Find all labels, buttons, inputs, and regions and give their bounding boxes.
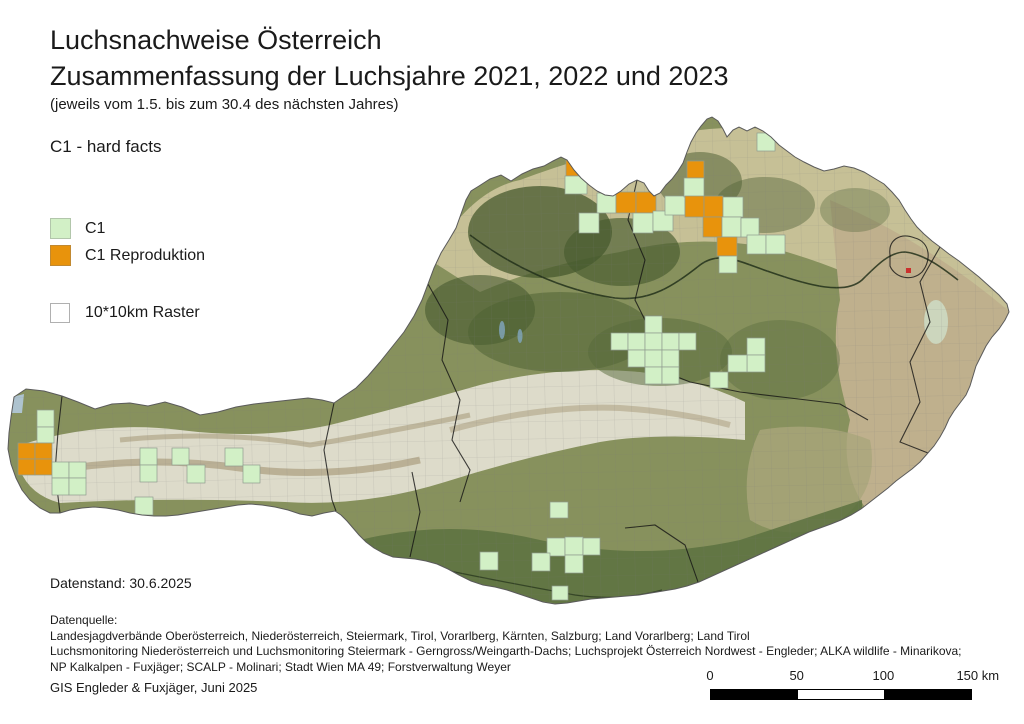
cell-c1 [564, 554, 584, 574]
cell-c1-reproduktion [615, 191, 637, 214]
scale-bar-segment [711, 690, 798, 699]
raster-grid [8, 117, 1009, 604]
cell-c1-reproduktion [565, 158, 587, 177]
scale-bar-graphic [710, 689, 972, 700]
cell-c1 [661, 349, 680, 368]
cell-c1 [652, 210, 674, 232]
scale-bar-tick: 0 [706, 668, 714, 683]
cell-c1 [242, 464, 261, 484]
cell-c1-reproduktion [703, 195, 724, 218]
cell-c1 [36, 409, 55, 428]
scale-bar-tick: 150 km [956, 668, 1000, 683]
cell-c1-reproduktion [702, 216, 723, 238]
data-sources-line: Luchsmonitoring Niederösterreich und Luc… [50, 644, 962, 658]
cell-c1-reproduktion [686, 160, 705, 179]
cell-c1 [68, 461, 87, 479]
data-sources: Datenquelle: Landesjagdverbände Oberöste… [50, 613, 962, 675]
cell-c1 [722, 196, 744, 218]
cell-c1 [627, 332, 646, 351]
cell-c1 [644, 349, 663, 368]
scale-bar-tick: 50 [789, 668, 804, 683]
cell-c1 [582, 537, 601, 556]
scale-bar-segment [884, 690, 971, 699]
cell-c1 [51, 461, 70, 479]
legend-item-c1: C1 [50, 215, 205, 242]
cell-c1-reproduktion [716, 236, 738, 257]
data-sources-line: Landesjagdverbände Oberösterreich, Niede… [50, 628, 750, 643]
cell-c1 [661, 366, 680, 385]
cell-c1 [746, 234, 767, 255]
cell-c1 [578, 212, 600, 234]
cell-c1 [727, 354, 748, 373]
cell-c1 [564, 175, 588, 195]
cell-c1 [186, 464, 206, 484]
legend: C1 C1 Reproduktion [50, 215, 205, 269]
scale-bar: 0 50 100 150 km [706, 668, 999, 710]
cell-c1 [68, 477, 87, 496]
cell-c1 [36, 426, 55, 444]
cell-c1-reproduktion [34, 458, 53, 476]
cell-c1 [644, 332, 663, 351]
cell-c1-reproduktion [17, 458, 36, 476]
cell-c1 [627, 349, 646, 368]
cell-c1 [709, 371, 729, 389]
basemap [8, 117, 1009, 604]
legend-item-label: C1 Reproduktion [85, 246, 206, 264]
scale-bar-segment [797, 690, 885, 699]
legend-item-c1-reproduktion: C1 Reproduktion [50, 242, 205, 269]
cell-c1-reproduktion [684, 195, 705, 218]
cell-c1 [721, 216, 742, 238]
credit: GIS Engleder & Fuxjäger, Juni 2025 [50, 680, 258, 695]
cell-c1 [564, 536, 584, 556]
cell-c1-reproduktion [34, 442, 53, 460]
category-label: C1 - hard facts [50, 137, 162, 156]
cell-c1 [551, 585, 569, 601]
cell-c1 [171, 447, 190, 466]
title-line-2: Zusammenfassung der Luchsjahre 2021, 202… [50, 61, 729, 91]
cell-c1 [765, 234, 786, 255]
cell-c1 [644, 315, 663, 334]
subtitle: (jeweils vom 1.5. bis zum 30.4 des nächs… [50, 96, 399, 113]
raster-swatch [50, 303, 70, 323]
legend-item-label: 10*10km Raster [85, 304, 200, 321]
city-marker [906, 268, 911, 273]
cell-c1 [632, 212, 654, 234]
title-line-1: Luchsnachweise Österreich [50, 25, 382, 55]
cell-c1 [718, 255, 738, 274]
cell-c1 [224, 447, 244, 467]
cell-c1 [746, 354, 766, 373]
c1-reproduktion-swatch [50, 245, 71, 266]
cell-c1 [51, 477, 70, 496]
cell-c1 [139, 464, 158, 483]
cell-c1 [661, 332, 680, 351]
data-sources-line: NP Kalkalpen - Fuxjäger; SCALP - Molinar… [50, 659, 511, 674]
cell-c1 [139, 447, 158, 466]
province-borders [54, 179, 941, 583]
legend-item-raster: 10*10km Raster [50, 303, 200, 323]
lynx-cells-layer [17, 132, 786, 601]
cell-c1 [664, 195, 686, 216]
c1-swatch [50, 218, 71, 239]
cell-c1 [610, 332, 629, 351]
scale-bar-ticks: 0 50 100 150 km [706, 668, 999, 684]
data-status: Datenstand: 30.6.2025 [50, 575, 192, 591]
cell-c1 [746, 337, 766, 356]
cell-c1 [678, 332, 697, 351]
cell-c1 [134, 496, 154, 516]
cell-c1 [756, 132, 776, 152]
scale-bar-tick: 100 [872, 668, 895, 683]
country-outline [7, 116, 1010, 605]
cell-c1 [479, 551, 499, 571]
cell-c1 [740, 217, 760, 238]
data-sources-heading: Datenquelle: [50, 613, 118, 627]
cell-c1 [683, 177, 705, 198]
cell-c1 [644, 366, 663, 385]
page-title: Luchsnachweise Österreich Zusammenfassun… [50, 22, 728, 94]
legend-item-label: C1 [85, 219, 106, 237]
cell-c1-reproduktion [17, 442, 36, 460]
cell-c1 [531, 552, 551, 572]
cell-c1 [549, 501, 569, 519]
